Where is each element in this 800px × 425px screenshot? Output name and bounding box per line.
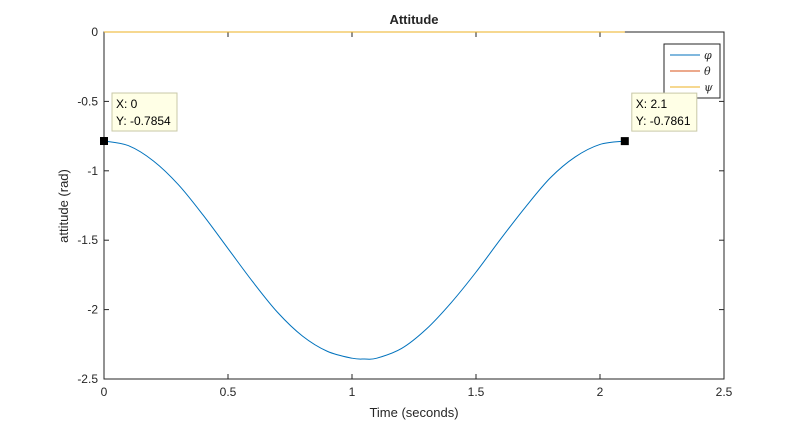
legend-label: θ <box>704 65 711 78</box>
x-tick-label: 0.5 <box>220 385 237 399</box>
legend[interactable]: φθψ <box>663 43 721 99</box>
data-tip-box <box>631 92 698 132</box>
plot-area <box>103 31 725 380</box>
y-tick-label: -2.5 <box>77 372 98 386</box>
legend-label: ψ <box>704 81 713 94</box>
y-tick-label: 0 <box>91 25 98 39</box>
series-line <box>103 140 625 360</box>
y-tick-label: -0.5 <box>77 94 98 108</box>
series-lines <box>103 31 625 360</box>
data-tip-marker[interactable] <box>100 137 108 146</box>
data-tip-box <box>111 92 178 132</box>
x-tick-label: 1 <box>349 385 356 399</box>
legend-label: φ <box>704 49 712 62</box>
x-tick-label: 2 <box>597 385 604 399</box>
data-tip-text: X: 0 <box>116 97 138 111</box>
data-tips[interactable]: X: 0 Y: -0.7854 X: 2.1 Y: -0.7861 <box>100 92 698 146</box>
x-tick-label: 1.5 <box>468 385 485 399</box>
x-tick-label: 0 <box>101 385 108 399</box>
chart-title: Attitude <box>389 12 438 27</box>
y-axis-label: attitude (rad) <box>56 169 71 243</box>
data-tip-marker[interactable] <box>620 137 629 146</box>
y-tick-label: -1 <box>87 164 98 178</box>
axis-ticks: 0 0.5 1 1.5 2 2.5 0 -0.5 -1 -1.5 -2 -2.5 <box>77 25 732 399</box>
x-axis-label: Time (seconds) <box>369 405 458 420</box>
x-tick-label: 2.5 <box>716 385 733 399</box>
data-tip-text: X: 2.1 <box>636 97 668 111</box>
data-tip-text: Y: -0.7861 <box>636 114 691 128</box>
y-tick-label: -1.5 <box>77 233 98 247</box>
y-tick-label: -2 <box>87 303 98 317</box>
data-tip-text: Y: -0.7854 <box>116 114 171 128</box>
